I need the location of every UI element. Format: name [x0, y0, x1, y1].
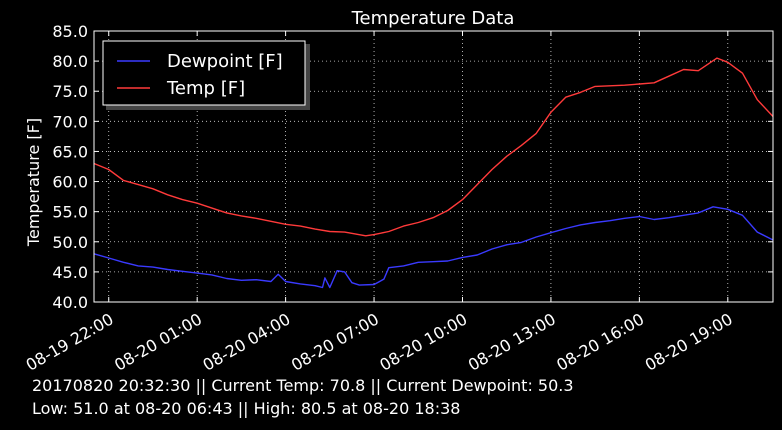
y-tick-label: 60.0: [52, 173, 88, 192]
y-tick-label: 45.0: [52, 263, 88, 282]
x-tick-label: 08-20 01:00: [111, 309, 205, 374]
x-tick-label: 08-20 13:00: [465, 309, 559, 374]
chart-title: Temperature Data: [351, 8, 515, 29]
plot-frame: [93, 30, 774, 303]
y-axis-label: Temperature [F]: [24, 118, 43, 247]
y-tick-label: 40.0: [52, 293, 88, 312]
x-tick-label: 08-20 16:00: [553, 309, 647, 374]
y-tick-label: 80.0: [52, 52, 88, 71]
y-tick-label: 50.0: [52, 233, 88, 252]
y-tick-label: 55.0: [52, 203, 88, 222]
status-low-high: Low: 51.0 at 08-20 06:43 || High: 80.5 a…: [32, 399, 461, 418]
y-tick-label: 65.0: [52, 142, 88, 161]
y-tick-label: 70.0: [52, 112, 88, 131]
y-ticks: 40.0 45.0 50.0 55.0 60.0 65.0 70.0 75.0 80.0 85.0: [52, 22, 773, 312]
series-layer: [93, 57, 774, 289]
x-tick-label: 08-20 07:00: [288, 309, 382, 374]
legend-label: Dewpoint [F]: [167, 51, 283, 72]
series-line-dewpoint-f: [93, 206, 774, 289]
legend-label: Temp [F]: [166, 78, 245, 99]
legend: Dewpoint [F] Temp [F]: [102, 40, 310, 110]
y-tick-label: 75.0: [52, 82, 88, 101]
x-tick-label: 08-20 10:00: [376, 309, 470, 374]
x-tick-label: 08-20 19:00: [642, 309, 736, 374]
x-tick-label: 08-19 22:00: [23, 309, 117, 374]
legend-box: [102, 40, 306, 106]
y-tick-label: 85.0: [52, 22, 88, 41]
series-line-temp-f: [93, 57, 774, 237]
status-current-readings: 20170820 20:32:30 || Current Temp: 70.8 …: [32, 376, 574, 395]
x-tick-label: 08-20 04:00: [200, 309, 294, 374]
